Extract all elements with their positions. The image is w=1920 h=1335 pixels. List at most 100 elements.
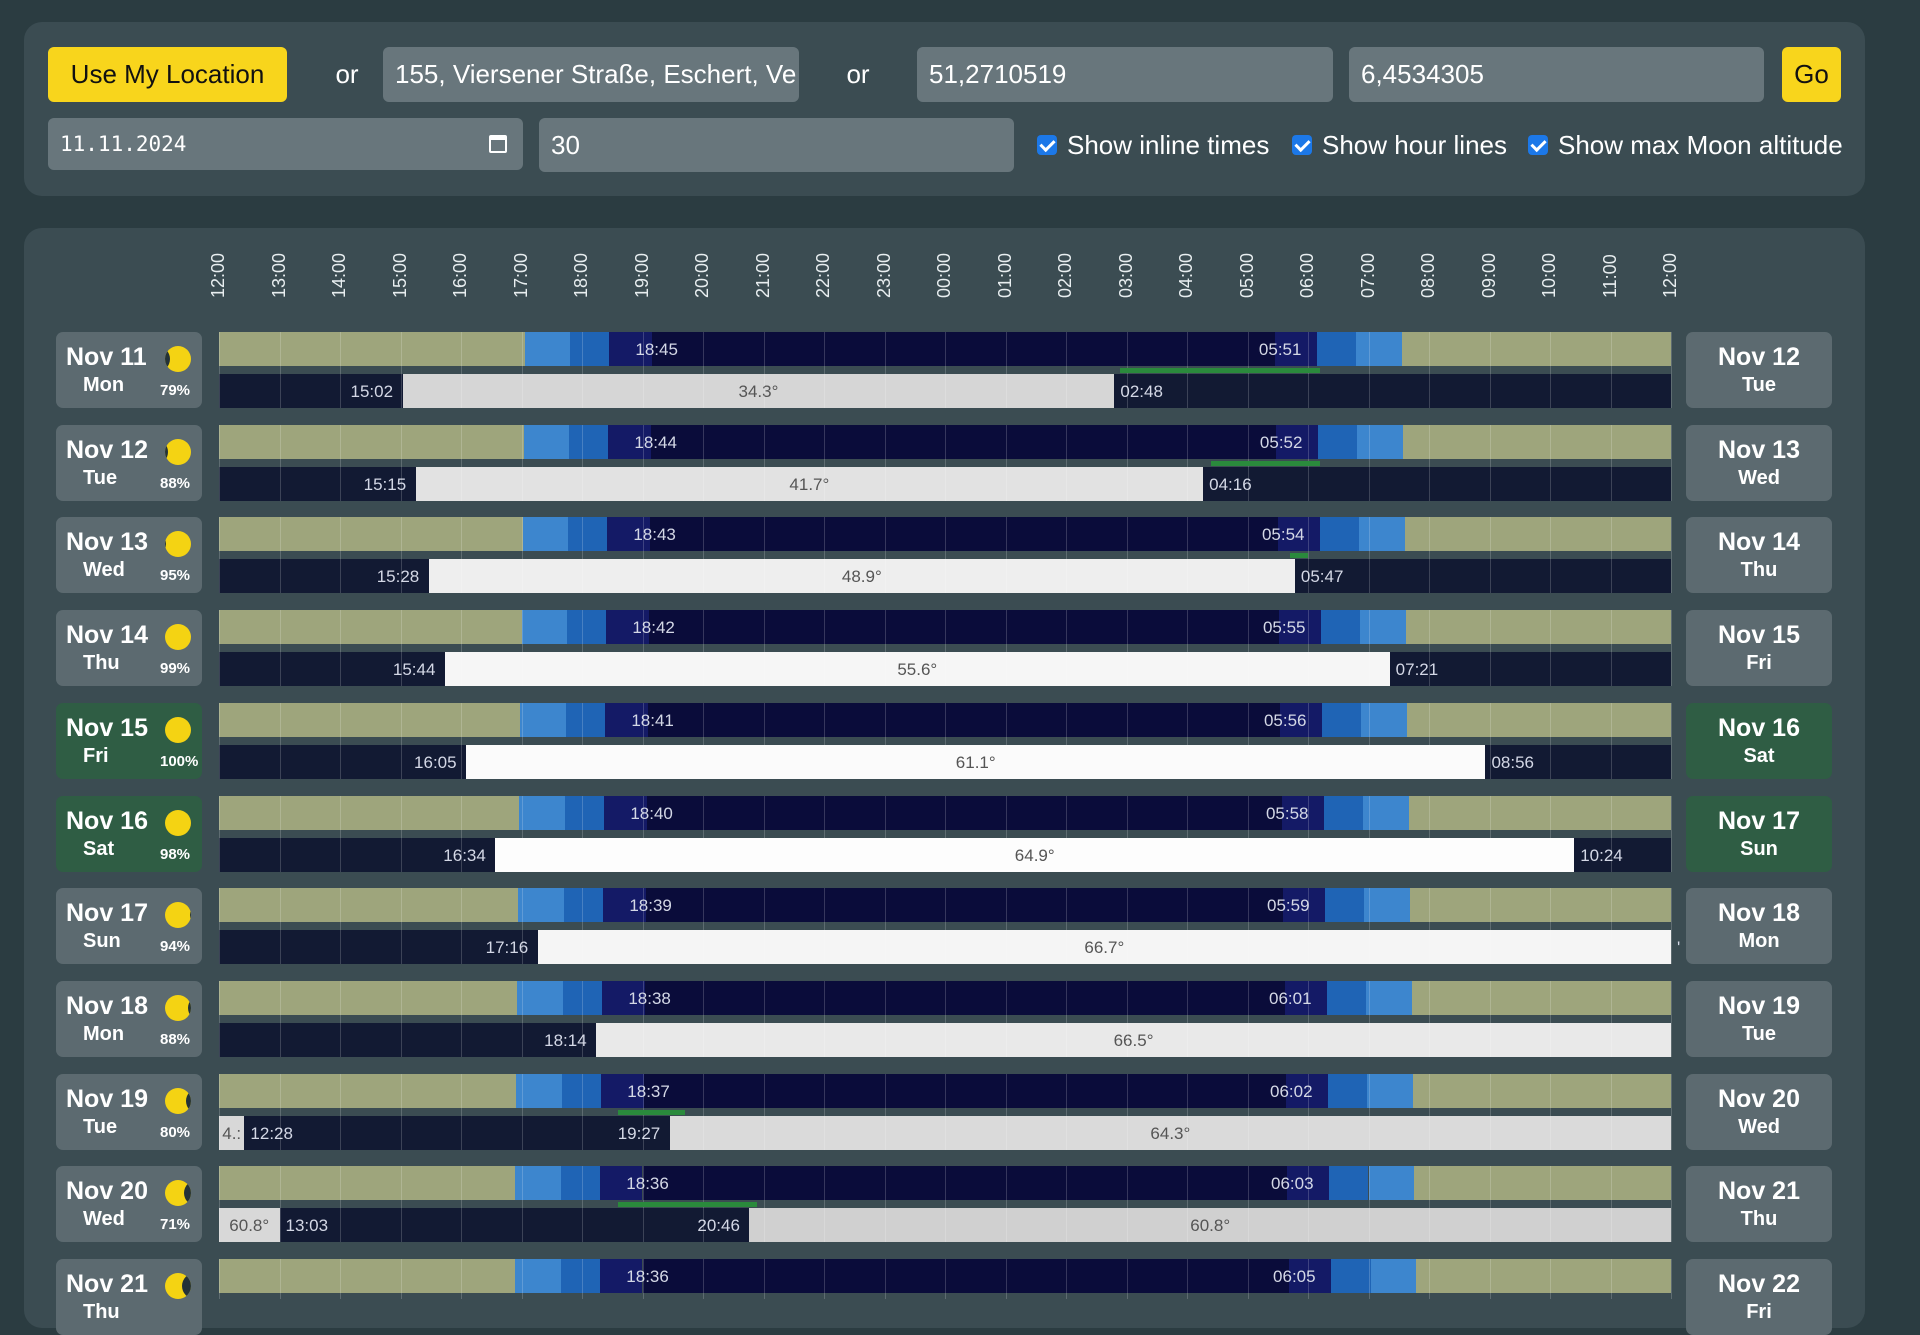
hour-line xyxy=(764,517,765,593)
date-label: Nov 16 xyxy=(1686,714,1832,743)
date-input[interactable]: 11.11.2024 xyxy=(48,118,523,170)
date-value: 11.11.2024 xyxy=(60,132,186,156)
hour-line xyxy=(522,517,523,593)
hour-line xyxy=(582,610,583,686)
weekday-label: Thu xyxy=(83,652,120,675)
dusk-time: 18:42 xyxy=(632,618,675,638)
hour-line xyxy=(1611,1259,1612,1299)
latitude-input[interactable]: 51,2710519 xyxy=(917,47,1333,102)
hour-line xyxy=(401,1166,402,1242)
hour-line xyxy=(461,888,462,964)
hour-label: 02:00 xyxy=(1055,253,1076,298)
hour-line xyxy=(764,425,765,501)
show-inline-times-checkbox[interactable]: Show inline times xyxy=(1037,118,1269,172)
show-hour-lines-checkbox[interactable]: Show hour lines xyxy=(1292,118,1507,172)
calendar-icon[interactable] xyxy=(489,135,507,153)
weekday-label: Mon xyxy=(83,374,124,397)
hour-line xyxy=(1066,703,1067,779)
hour-line xyxy=(1187,1259,1188,1299)
hour-line xyxy=(1308,1259,1309,1299)
max-moon-altitude: 64.9° xyxy=(1015,846,1055,866)
hour-line xyxy=(522,1166,523,1242)
use-my-location-button[interactable]: Use My Location xyxy=(48,47,287,102)
nautical-twilight-segment xyxy=(561,1166,600,1200)
hour-line xyxy=(1248,610,1249,686)
hour-line xyxy=(280,332,281,408)
hour-line xyxy=(824,888,825,964)
hour-line xyxy=(643,610,644,686)
hour-line xyxy=(945,1259,946,1299)
civil-twilight-segment xyxy=(1363,796,1408,830)
days-input[interactable]: 30 xyxy=(539,118,1014,172)
hour-line xyxy=(340,1259,341,1299)
hour-line xyxy=(1369,517,1370,593)
hour-label: 21:00 xyxy=(753,253,774,298)
hour-line xyxy=(1066,1166,1067,1242)
hour-line xyxy=(1066,1259,1067,1299)
hour-line xyxy=(1308,703,1309,779)
checkbox-checked-icon[interactable] xyxy=(1528,135,1548,155)
civil-twilight-segment xyxy=(520,703,565,737)
hour-line xyxy=(1611,888,1612,964)
show-max-moon-altitude-checkbox[interactable]: Show max Moon altitude xyxy=(1528,118,1843,172)
hour-line xyxy=(1187,888,1188,964)
hour-line xyxy=(945,425,946,501)
civil-twilight-segment xyxy=(524,425,569,459)
go-button[interactable]: Go xyxy=(1782,47,1841,102)
hour-line xyxy=(1671,1074,1672,1150)
hour-line xyxy=(1066,981,1067,1057)
hour-line xyxy=(1611,517,1612,593)
checkbox-checked-icon[interactable] xyxy=(1292,135,1312,155)
illumination-label: 94% xyxy=(160,938,190,955)
hour-label: 11:00 xyxy=(1600,254,1621,298)
daylight-segment xyxy=(219,888,518,922)
hour-line xyxy=(1490,1166,1491,1242)
daylight-segment xyxy=(219,425,524,459)
civil-twilight-segment xyxy=(517,981,562,1015)
hour-line xyxy=(582,1166,583,1242)
nautical-twilight-segment xyxy=(1320,517,1359,551)
hour-line xyxy=(582,888,583,964)
daylight-segment xyxy=(219,332,525,366)
hour-line xyxy=(1006,517,1007,593)
hour-line xyxy=(340,1074,341,1150)
checkbox-checked-icon[interactable] xyxy=(1037,135,1057,155)
hour-line xyxy=(1308,517,1309,593)
hour-line xyxy=(945,703,946,779)
hour-line xyxy=(1127,610,1128,686)
max-moon-altitude: 60.8° xyxy=(1190,1216,1230,1236)
hour-line xyxy=(1611,796,1612,872)
hour-line xyxy=(1550,796,1551,872)
illumination-label: 98% xyxy=(160,846,190,863)
hour-line xyxy=(1066,888,1067,964)
nautical-twilight-segment xyxy=(566,703,605,737)
hour-line xyxy=(945,796,946,872)
date-label: Nov 18 xyxy=(1686,899,1832,928)
daylight-segment xyxy=(219,796,519,830)
moon-shadow xyxy=(190,902,191,928)
hour-line xyxy=(1490,517,1491,593)
hour-line xyxy=(703,332,704,408)
daylight-segment xyxy=(1407,703,1671,737)
longitude-input[interactable]: 6,4534305 xyxy=(1349,47,1764,102)
weekday-label: Wed xyxy=(83,559,125,582)
dawn-time: 05:54 xyxy=(1262,525,1305,545)
hour-line xyxy=(1611,1074,1612,1150)
show-hour-lines-label: Show hour lines xyxy=(1322,130,1507,161)
nautical-twilight-segment xyxy=(1317,332,1356,366)
address-input[interactable]: 155, Viersener Straße, Eschert, Ve xyxy=(383,47,799,102)
civil-twilight-segment xyxy=(516,1074,561,1108)
night-segment xyxy=(651,425,1276,459)
daylight-segment xyxy=(1409,796,1671,830)
date-label: Nov 21 xyxy=(1686,1177,1832,1206)
hour-line xyxy=(703,1259,704,1299)
hour-label: 13:00 xyxy=(269,253,290,298)
hour-line xyxy=(522,888,523,964)
hour-line xyxy=(703,703,704,779)
nautical-twilight-segment xyxy=(1324,796,1363,830)
hour-line xyxy=(643,332,644,408)
previous-max-altitude: 4.: xyxy=(222,1124,241,1144)
